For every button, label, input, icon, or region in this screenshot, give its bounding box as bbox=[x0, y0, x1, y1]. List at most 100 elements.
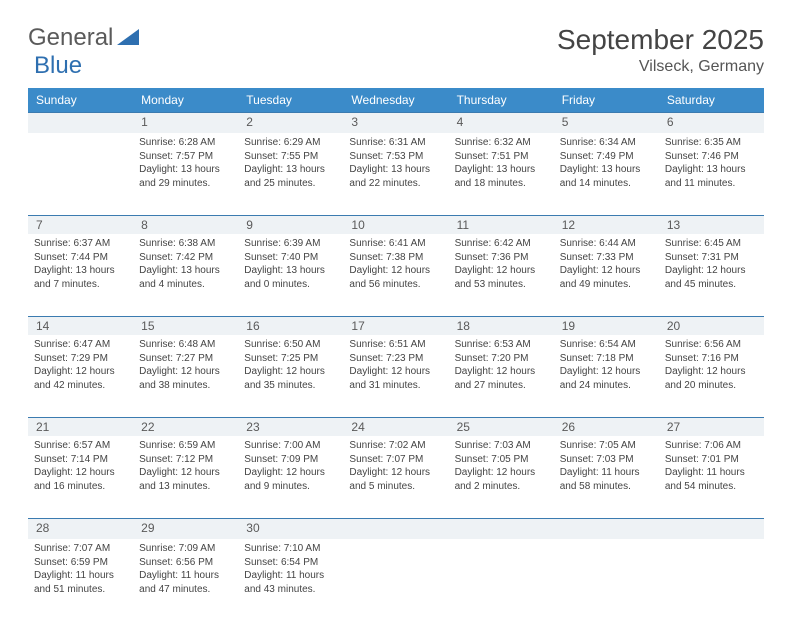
sunrise-text: Sunrise: 7:02 AM bbox=[349, 439, 442, 453]
logo-triangle-icon bbox=[117, 24, 139, 52]
daylight1-text: Daylight: 13 hours bbox=[349, 163, 442, 177]
day-number-row: 21222324252627 bbox=[28, 417, 764, 436]
sunrise-text: Sunrise: 6:29 AM bbox=[244, 136, 337, 150]
daylight2-text: and 43 minutes. bbox=[244, 583, 337, 597]
daylight2-text: and 58 minutes. bbox=[560, 480, 653, 494]
day-number: 6 bbox=[659, 113, 764, 133]
day-number-row: 14151617181920 bbox=[28, 316, 764, 335]
daylight1-text: Daylight: 12 hours bbox=[349, 365, 442, 379]
weekday-name: Saturday bbox=[659, 88, 764, 112]
sunset-text: Sunset: 7:55 PM bbox=[244, 150, 337, 164]
day-number bbox=[343, 519, 448, 539]
sunrise-text: Sunrise: 6:50 AM bbox=[244, 338, 337, 352]
daylight2-text: and 22 minutes. bbox=[349, 177, 442, 191]
day-number: 16 bbox=[238, 317, 343, 335]
daylight2-text: and 42 minutes. bbox=[34, 379, 127, 393]
day-cell: Sunrise: 7:07 AMSunset: 6:59 PMDaylight:… bbox=[28, 539, 133, 621]
daylight1-text: Daylight: 13 hours bbox=[139, 264, 232, 278]
daylight2-text: and 31 minutes. bbox=[349, 379, 442, 393]
sunrise-text: Sunrise: 7:03 AM bbox=[455, 439, 548, 453]
day-number: 29 bbox=[133, 519, 238, 539]
sunset-text: Sunset: 7:29 PM bbox=[34, 352, 127, 366]
day-cell: Sunrise: 6:59 AMSunset: 7:12 PMDaylight:… bbox=[133, 436, 238, 518]
weekday-name: Monday bbox=[133, 88, 238, 112]
day-cell: Sunrise: 6:57 AMSunset: 7:14 PMDaylight:… bbox=[28, 436, 133, 518]
day-cell: Sunrise: 6:35 AMSunset: 7:46 PMDaylight:… bbox=[659, 133, 764, 215]
day-number: 15 bbox=[133, 317, 238, 335]
day-number-row: 123456 bbox=[28, 112, 764, 133]
sunset-text: Sunset: 7:51 PM bbox=[455, 150, 548, 164]
daylight1-text: Daylight: 12 hours bbox=[455, 365, 548, 379]
week-row: Sunrise: 6:47 AMSunset: 7:29 PM Daylight:… bbox=[28, 335, 764, 417]
sunset-text: Sunset: 7:31 PM bbox=[665, 251, 758, 265]
day-number: 30 bbox=[238, 519, 343, 539]
sunset-text: Sunset: 7:12 PM bbox=[139, 453, 232, 467]
daylight2-text: and 56 minutes. bbox=[349, 278, 442, 292]
day-number: 18 bbox=[449, 317, 554, 335]
day-number: 2 bbox=[238, 113, 343, 133]
daylight1-text: Daylight: 12 hours bbox=[455, 466, 548, 480]
sunrise-text: Sunrise: 6:56 AM bbox=[665, 338, 758, 352]
day-number: 20 bbox=[659, 317, 764, 335]
day-number: 23 bbox=[238, 418, 343, 436]
day-number bbox=[449, 519, 554, 539]
sunrise-text: Sunrise: 6:32 AM bbox=[455, 136, 548, 150]
day-cell: Sunrise: 6:50 AMSunset: 7:25 PMDaylight:… bbox=[238, 335, 343, 417]
daylight1-text: Daylight: 11 hours bbox=[560, 466, 653, 480]
daylight1-text: Daylight: 12 hours bbox=[455, 264, 548, 278]
daylight1-text: Daylight: 12 hours bbox=[244, 466, 337, 480]
sunrise-text: Sunrise: 6:28 AM bbox=[139, 136, 232, 150]
logo: General bbox=[28, 24, 141, 52]
day-number bbox=[28, 113, 133, 133]
daylight2-text: and 49 minutes. bbox=[560, 278, 653, 292]
daylight2-text: and 25 minutes. bbox=[244, 177, 337, 191]
day-number: 28 bbox=[28, 519, 133, 539]
sunrise-text: Sunrise: 6:31 AM bbox=[349, 136, 442, 150]
sunset-text: Sunset: 7:33 PM bbox=[560, 251, 653, 265]
logo-text-2: Blue bbox=[34, 52, 82, 80]
daylight1-text: Daylight: 12 hours bbox=[560, 264, 653, 278]
day-number bbox=[554, 519, 659, 539]
day-number: 17 bbox=[343, 317, 448, 335]
day-cell: Sunrise: 7:10 AMSunset: 6:54 PMDaylight:… bbox=[238, 539, 343, 621]
daylight2-text: and 47 minutes. bbox=[139, 583, 232, 597]
sunset-text: Sunset: 6:59 PM bbox=[34, 556, 127, 570]
sunset-text: Sunset: 7:40 PM bbox=[244, 251, 337, 265]
daylight1-text: Daylight: 13 hours bbox=[560, 163, 653, 177]
sunset-text: Sunset: 7:57 PM bbox=[139, 150, 232, 164]
sunrise-text: Sunrise: 6:53 AM bbox=[455, 338, 548, 352]
daylight1-text: Daylight: 11 hours bbox=[665, 466, 758, 480]
weekday-name: Wednesday bbox=[343, 88, 448, 112]
daylight1-text: Daylight: 11 hours bbox=[34, 569, 127, 583]
day-number: 22 bbox=[133, 418, 238, 436]
day-cell: Sunrise: 6:42 AMSunset: 7:36 PMDaylight:… bbox=[449, 234, 554, 316]
day-number: 7 bbox=[28, 216, 133, 234]
daylight1-text: Daylight: 11 hours bbox=[244, 569, 337, 583]
sunrise-text: Sunrise: 7:09 AM bbox=[139, 542, 232, 556]
daylight2-text: and 2 minutes. bbox=[455, 480, 548, 494]
daylight2-text: and 5 minutes. bbox=[349, 480, 442, 494]
day-number: 8 bbox=[133, 216, 238, 234]
day-cell: Sunrise: 6:48 AMSunset: 7:27 PMDaylight:… bbox=[133, 335, 238, 417]
sunset-text: Sunset: 6:56 PM bbox=[139, 556, 232, 570]
month-title: September 2025 bbox=[557, 24, 764, 56]
daylight2-text: and 13 minutes. bbox=[139, 480, 232, 494]
day-cell: Sunrise: 6:39 AMSunset: 7:40 PMDaylight:… bbox=[238, 234, 343, 316]
sunset-text: Sunset: 7:38 PM bbox=[349, 251, 442, 265]
day-number bbox=[659, 519, 764, 539]
logo-text-1: General bbox=[28, 24, 113, 52]
sunrise-text: Sunrise: 6:47 AM bbox=[34, 338, 127, 352]
day-number: 19 bbox=[554, 317, 659, 335]
sunset-text: Sunset: 7:44 PM bbox=[34, 251, 127, 265]
day-number-row: 282930 bbox=[28, 518, 764, 539]
daylight1-text: Daylight: 13 hours bbox=[244, 163, 337, 177]
day-cell: Sunrise: 6:41 AMSunset: 7:38 PMDaylight:… bbox=[343, 234, 448, 316]
weekday-name: Thursday bbox=[449, 88, 554, 112]
sunset-text: Sunset: 7:01 PM bbox=[665, 453, 758, 467]
daylight1-text: Daylight: 13 hours bbox=[34, 264, 127, 278]
day-cell: Sunrise: 6:31 AMSunset: 7:53 PMDaylight:… bbox=[343, 133, 448, 215]
day-cell: Sunrise: 7:00 AMSunset: 7:09 PMDaylight:… bbox=[238, 436, 343, 518]
daylight1-text: Daylight: 12 hours bbox=[244, 365, 337, 379]
day-number: 14 bbox=[28, 317, 133, 335]
sunrise-text: Sunrise: 6:45 AM bbox=[665, 237, 758, 251]
